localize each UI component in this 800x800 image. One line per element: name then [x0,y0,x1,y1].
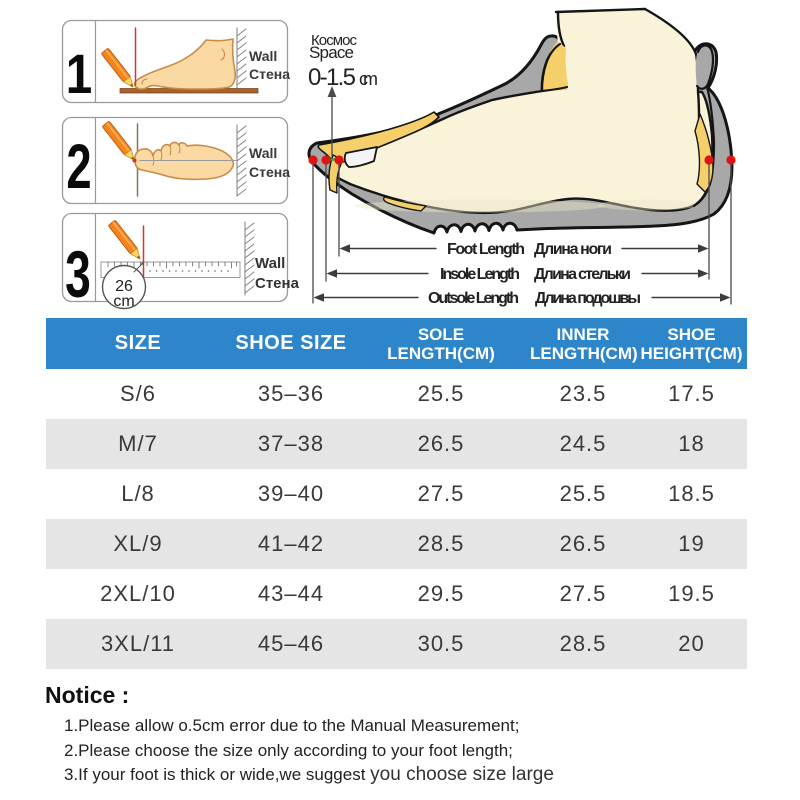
svg-text:Wall: Wall [249,48,277,64]
svg-text:Длина подошвы: Длина подошвы [535,290,641,307]
svg-text:Wall: Wall [255,255,285,272]
svg-text:3: 3 [65,238,91,312]
svg-text:Стена: Стена [255,275,300,292]
svg-text:1: 1 [66,43,92,105]
svg-text:Outsole Length: Outsole Length [428,290,519,307]
svg-text:Insole Length: Insole Length [440,266,520,283]
svg-text:Стена: Стена [249,66,290,82]
svg-text:Space: Space [309,43,354,62]
svg-text:Wall: Wall [249,145,277,161]
svg-text:0-1.5: 0-1.5 [308,64,356,91]
svg-text:cm: cm [359,69,378,89]
svg-text:cm: cm [113,293,134,310]
svg-text:Длина стельки: Длина стельки [534,266,631,283]
svg-text:Космос: Космос [311,32,358,49]
svg-text:26: 26 [115,278,133,295]
svg-text:Foot Length: Foot Length [447,241,525,258]
svg-text:2: 2 [66,131,91,202]
svg-text:Длина ноги: Длина ноги [534,241,612,258]
svg-text:Стена: Стена [249,164,290,180]
